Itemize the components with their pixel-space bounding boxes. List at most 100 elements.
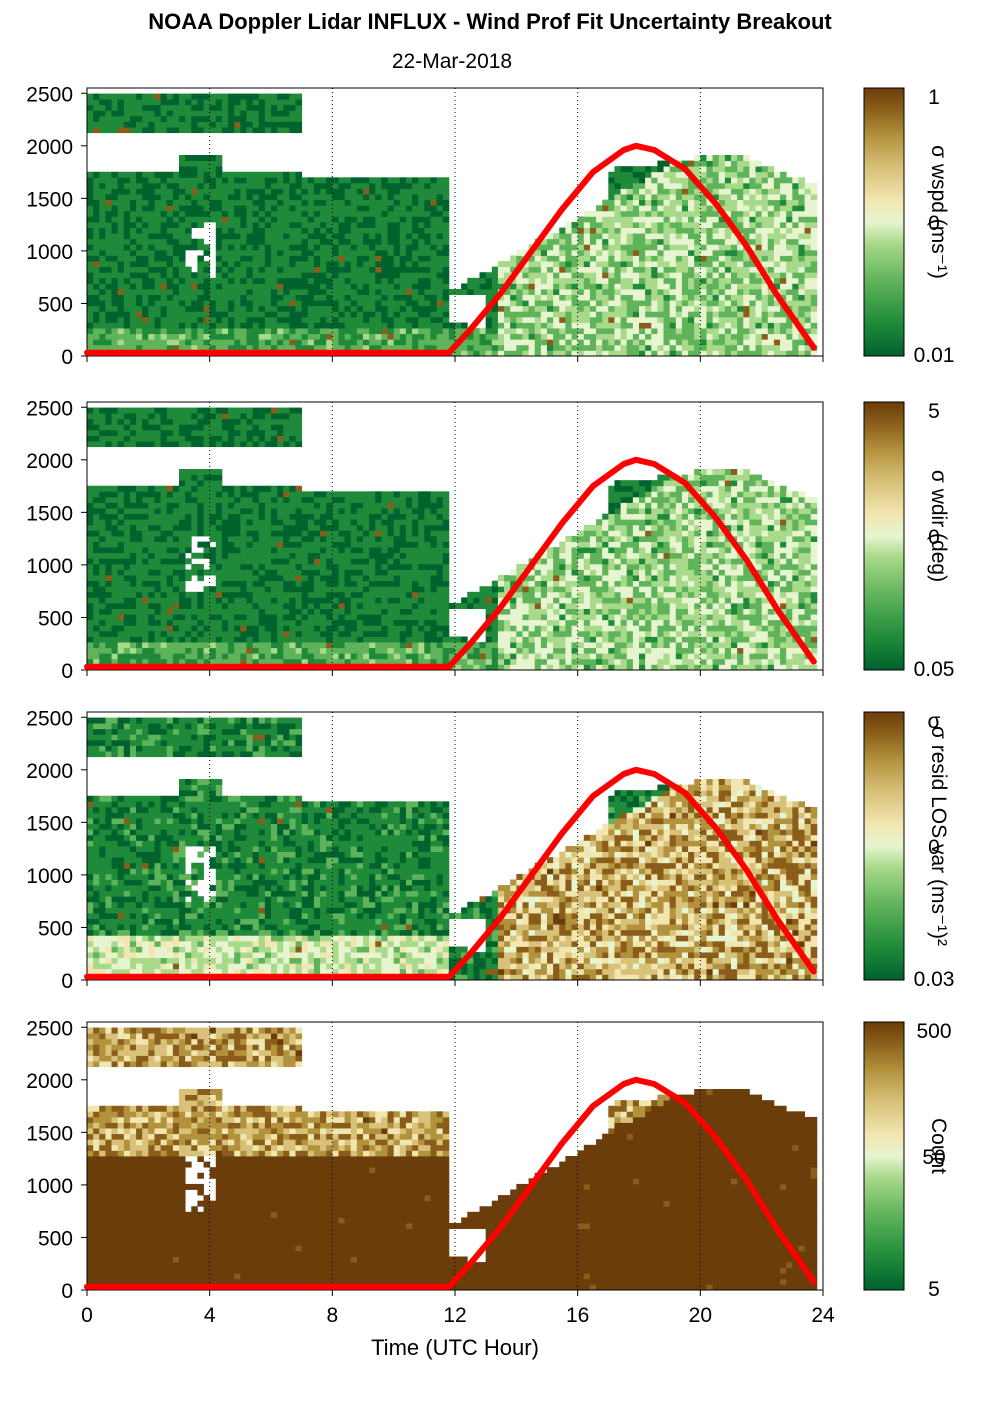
heatmap-cell <box>93 491 100 498</box>
heatmap-cell <box>209 413 217 420</box>
heatmap-cell <box>234 199 241 206</box>
heatmap-cell <box>209 591 217 598</box>
heatmap-cell <box>160 121 168 128</box>
heatmap-cell <box>166 294 174 301</box>
heatmap-cell <box>547 328 554 335</box>
heatmap-cell <box>117 238 125 245</box>
heatmap-cell <box>136 115 143 122</box>
heatmap-cell <box>651 316 658 323</box>
heatmap-cell <box>712 294 720 301</box>
heatmap-cell <box>737 272 744 279</box>
y-tick-label: 2500 <box>26 83 73 106</box>
heatmap-cell <box>191 524 198 531</box>
heatmap-cell <box>731 261 738 268</box>
heatmap-cell <box>136 210 143 217</box>
heatmap-cell <box>418 333 425 340</box>
heatmap-cell <box>129 266 137 273</box>
heatmap-cell <box>246 418 253 425</box>
heatmap-cell <box>185 210 192 217</box>
heatmap-cell <box>731 294 738 301</box>
heatmap-cell <box>277 110 284 117</box>
heatmap-cell <box>185 513 192 520</box>
heatmap-cell <box>338 311 345 318</box>
heatmap-cell <box>559 255 566 262</box>
heatmap-cell <box>148 647 155 654</box>
heatmap-cell <box>136 614 143 621</box>
heatmap-cell <box>209 496 217 503</box>
heatmap-cell <box>559 227 566 234</box>
heatmap-cell <box>99 188 106 195</box>
heatmap-cell <box>129 233 137 240</box>
heatmap-cell <box>258 188 266 195</box>
heatmap-cell <box>620 171 628 178</box>
heatmap-cell <box>767 311 775 318</box>
heatmap-cell <box>191 496 198 503</box>
heatmap-cell <box>657 289 664 295</box>
heatmap-cell <box>534 316 542 323</box>
heatmap-cell <box>798 294 805 301</box>
heatmap-cell <box>577 249 585 256</box>
heatmap-cell <box>209 339 217 346</box>
heatmap-cell <box>387 188 395 195</box>
heatmap-cell <box>228 93 235 100</box>
heatmap-cell <box>160 289 168 295</box>
heatmap-cell <box>393 227 401 234</box>
heatmap-cell <box>148 99 155 106</box>
heatmap-cell <box>755 160 763 167</box>
heatmap-cell <box>252 305 260 312</box>
heatmap-cell <box>87 339 94 346</box>
heatmap-cell <box>160 305 168 312</box>
heatmap-cell <box>136 418 143 425</box>
heatmap-cell <box>295 339 303 346</box>
heatmap-cell <box>215 508 223 515</box>
heatmap-cell <box>246 194 253 201</box>
heatmap-cell <box>191 508 198 515</box>
heatmap-cell <box>179 496 186 503</box>
heatmap-cell <box>651 188 658 195</box>
heatmap-cell <box>166 608 174 615</box>
heatmap-cell <box>136 580 143 587</box>
heatmap-cell <box>105 429 112 436</box>
heatmap-cell <box>780 283 787 290</box>
heatmap-cell <box>105 121 112 128</box>
heatmap-cell <box>651 266 658 273</box>
heatmap-cell <box>99 407 106 414</box>
heatmap-cell <box>203 127 211 134</box>
heatmap-cell <box>381 300 388 307</box>
heatmap-cell <box>688 160 695 167</box>
heatmap-cell <box>142 541 149 548</box>
heatmap-cell <box>761 177 769 184</box>
heatmap-cell <box>203 322 211 329</box>
heatmap-cell <box>117 491 125 498</box>
heatmap-cell <box>172 614 180 621</box>
heatmap-cell <box>295 210 303 217</box>
heatmap-cell <box>148 222 155 228</box>
heatmap-cell <box>215 558 223 565</box>
heatmap-cell <box>215 614 223 621</box>
heatmap-cell <box>405 316 413 323</box>
heatmap-cell <box>215 480 223 487</box>
heatmap-cell <box>571 255 579 262</box>
heatmap-cell <box>350 255 358 262</box>
heatmap-cell <box>246 283 253 290</box>
heatmap-cell <box>639 171 646 178</box>
heatmap-cell <box>675 194 683 201</box>
heatmap-cell <box>160 558 168 565</box>
heatmap-cell <box>688 216 695 223</box>
heatmap-cell <box>700 227 707 234</box>
heatmap-cell <box>405 339 413 346</box>
heatmap-cell <box>688 227 695 234</box>
heatmap-cell <box>663 249 671 256</box>
heatmap-cell <box>93 171 100 178</box>
heatmap-cell <box>209 93 217 100</box>
heatmap-cell <box>356 249 364 256</box>
heatmap-cell <box>289 328 296 335</box>
heatmap-cell <box>129 647 137 654</box>
heatmap-cell <box>369 205 376 212</box>
heatmap-cell <box>669 205 677 212</box>
heatmap-cell <box>148 210 155 217</box>
heatmap-cell <box>626 166 634 173</box>
heatmap-cell <box>295 311 303 318</box>
heatmap-cell <box>203 413 211 420</box>
heatmap-cell <box>129 603 137 609</box>
